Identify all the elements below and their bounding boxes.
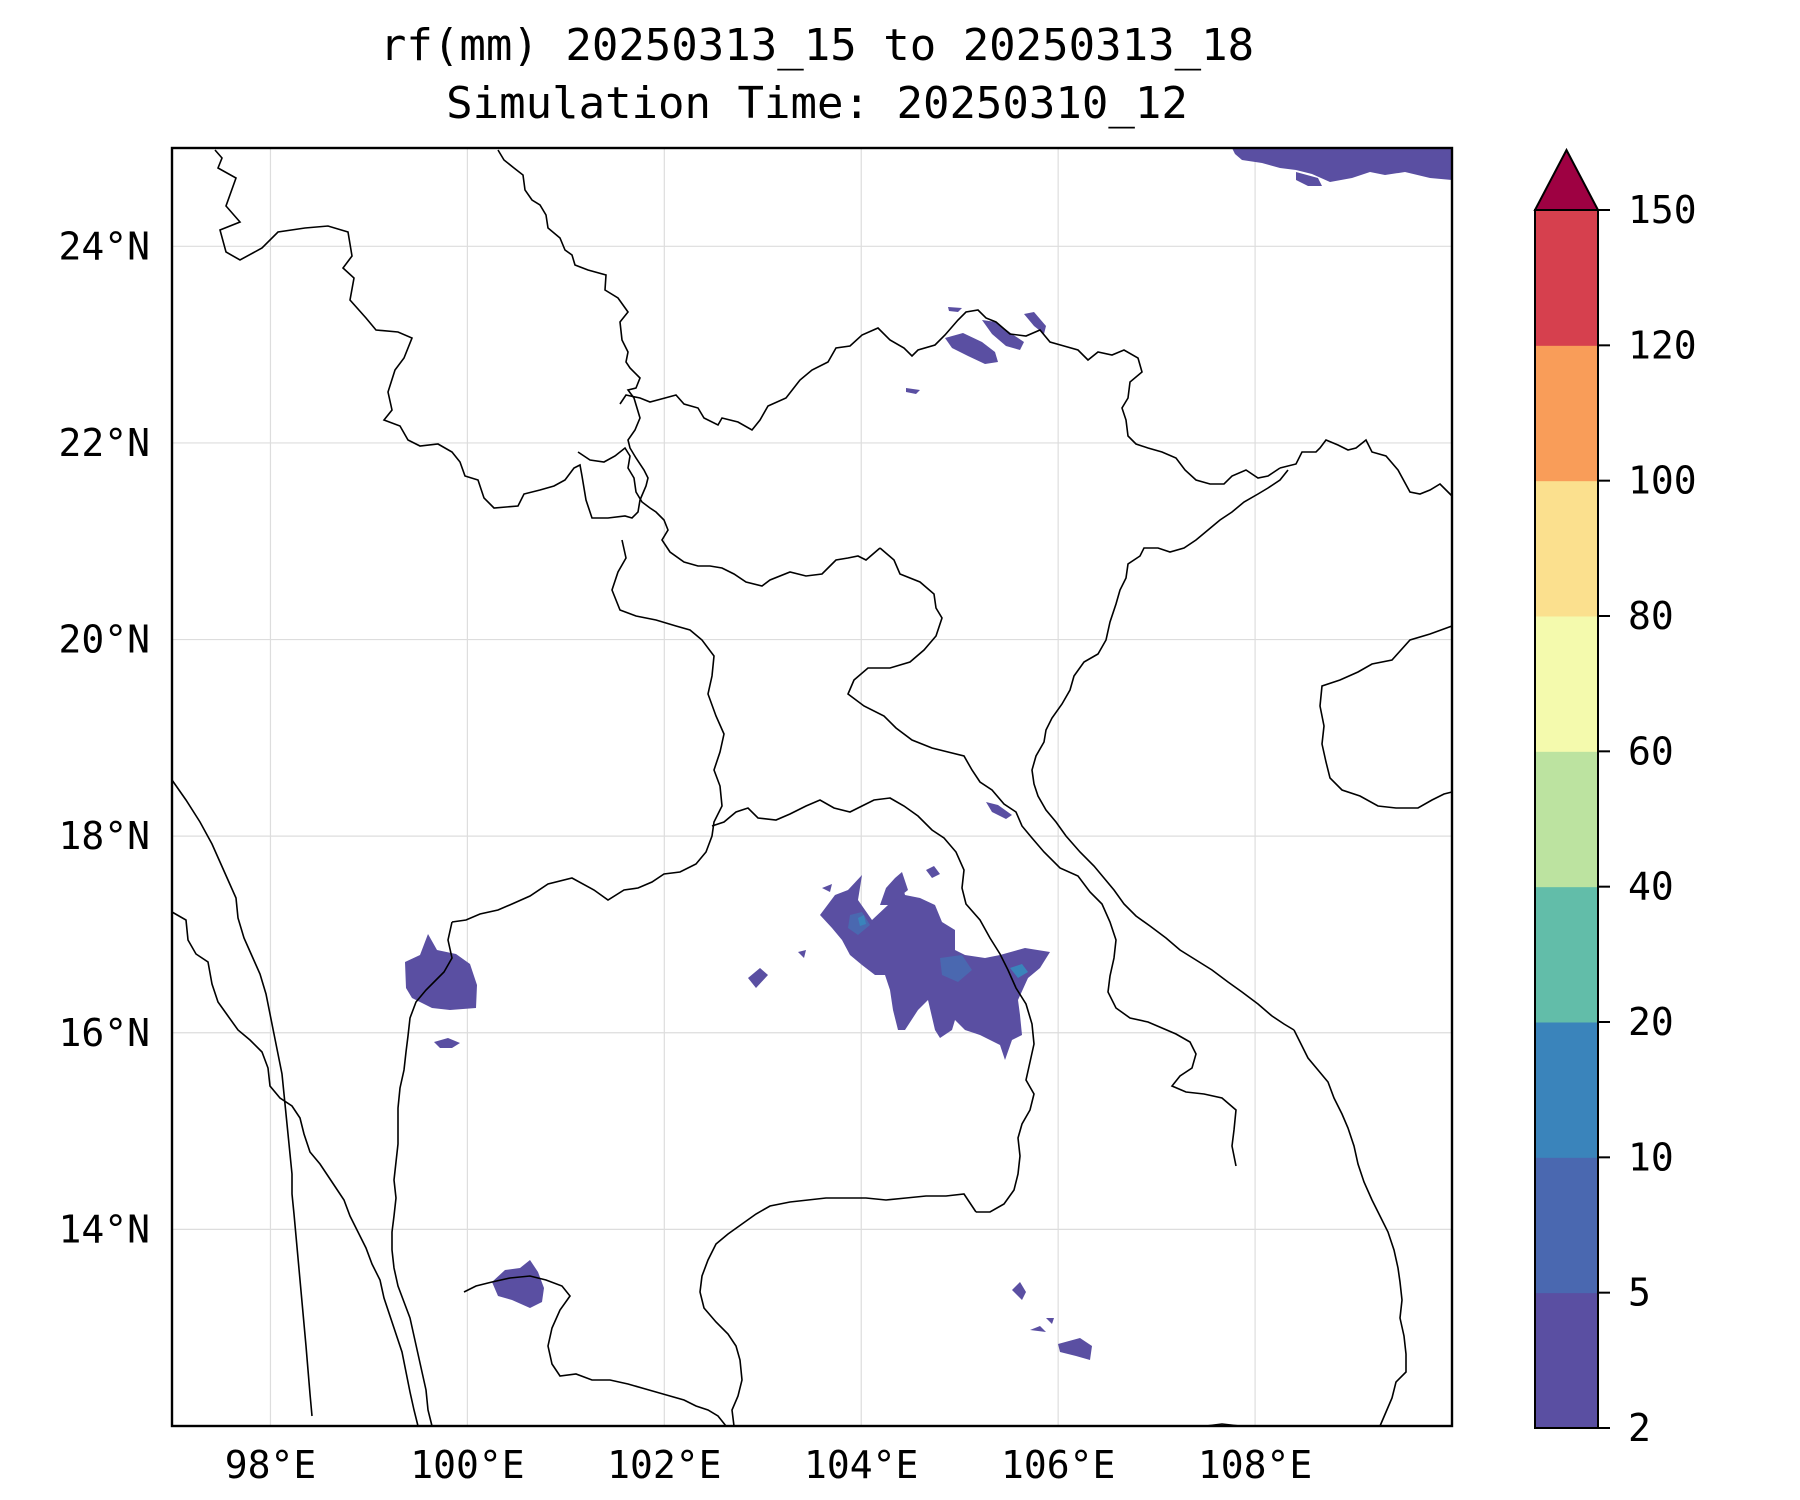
- coast-cambodia-west: [699, 1193, 977, 1427]
- rain-patch-laos-small-c: [926, 866, 940, 878]
- coast-andaman: [171, 779, 313, 1417]
- rain-patch-cambodia-4: [1046, 1318, 1054, 1324]
- colorbar-segment-5-10: [1535, 1157, 1598, 1294]
- rain-patch-central-vietnam: [986, 802, 1012, 819]
- map-panel: 98°E 100°E 102°E 104°E 106°E 108°E 14°N 16°N 18…: [58, 146, 1454, 1487]
- colorbar-segment-80-100: [1535, 480, 1598, 617]
- y-tick-label: 24°N: [58, 224, 150, 268]
- rain-patch-north-vietnam-1: [945, 333, 998, 364]
- colorbar-segment-40-60: [1535, 751, 1598, 888]
- border-laos-vietnam: [847, 547, 1237, 1167]
- coast-vietnam-north: [1031, 469, 1295, 1031]
- y-tick-label: 22°N: [58, 421, 150, 465]
- rain-patch-cambodia-2: [1058, 1338, 1092, 1360]
- border-china-vietnam: [619, 309, 1281, 485]
- rain-patch-laos-small-d: [822, 884, 832, 892]
- x-tick-label: 98°E: [225, 1443, 317, 1487]
- border-myanmar-west: [171, 911, 419, 1427]
- map-frame: [170, 146, 1454, 1428]
- colorbar-label: 5: [1628, 1271, 1651, 1315]
- border-thailand-laos: [451, 539, 725, 923]
- rain-patch-north-vietnam-4: [906, 388, 920, 394]
- coast-tonkin-gulf: [1279, 438, 1453, 497]
- rain-patch-cambodia-1: [1012, 1282, 1026, 1300]
- colorbar-segment-2-5: [1535, 1292, 1598, 1429]
- coast-hainan: [1319, 625, 1453, 809]
- x-axis-tick-labels: 98°E 100°E 102°E 104°E 106°E 108°E: [225, 1443, 1313, 1487]
- x-tick-label: 102°E: [607, 1443, 721, 1487]
- colorbar-segment-120-150: [1535, 210, 1598, 346]
- rain-patch-laos-heavy: [1010, 964, 1028, 978]
- x-tick-label: 104°E: [804, 1443, 918, 1487]
- rain-patch-cambodia-3: [1030, 1326, 1046, 1332]
- rain-patch-laos-heavy-2: [858, 915, 866, 926]
- rain-patch-west-thailand: [405, 934, 477, 1010]
- rain-patch-north-vietnam-2: [982, 320, 1024, 350]
- coast-vietnam-central: [1293, 1029, 1407, 1427]
- coast-gulf-thailand: [463, 1275, 727, 1427]
- rain-patch-laos-small-a: [748, 968, 768, 988]
- rain-patch-laos-small-b: [798, 950, 806, 958]
- border-laos-china: [577, 446, 881, 587]
- rain-patch-north-vietnam-3: [1024, 312, 1046, 334]
- y-tick-label: 16°N: [58, 1011, 150, 1055]
- y-tick-label: 20°N: [58, 618, 150, 662]
- colorbar-label: 40: [1628, 865, 1674, 909]
- map-title-line1: rf(mm) 20250313_15 to 20250313_18: [380, 20, 1254, 71]
- gridlines: [172, 148, 1452, 1426]
- y-axis-tick-labels: 14°N 16°N 18°N 20°N 22°N 24°N: [58, 224, 150, 1251]
- border-thailand-myanmar: [391, 921, 453, 1427]
- rain-patch-bangkok: [492, 1260, 544, 1308]
- coastlines-and-borders: [171, 149, 1453, 1427]
- colorbar-frame: [1534, 209, 1599, 1429]
- colorbar-extend-arrow: [1533, 147, 1600, 211]
- colorbar-label: 2: [1628, 1406, 1651, 1450]
- colorbar-segment-10-20: [1535, 1022, 1598, 1158]
- rain-patch-central-laos-north: [880, 872, 908, 905]
- colorbar-label: 10: [1628, 1135, 1674, 1179]
- rain-patch-laos-moderate-2: [940, 955, 972, 982]
- colorbar-label: 120: [1628, 323, 1697, 367]
- y-tick-label: 14°N: [58, 1207, 150, 1251]
- colorbar-label: 60: [1628, 729, 1674, 773]
- colorbar-segment-100-120: [1535, 345, 1598, 482]
- colorbar-label: 100: [1628, 459, 1697, 503]
- x-tick-label: 108°E: [1198, 1443, 1312, 1487]
- rainfall-patches: [405, 148, 1452, 1360]
- colorbar-label: 150: [1628, 188, 1697, 232]
- colorbar-label: 80: [1628, 594, 1674, 638]
- border-myanmar-china: [214, 149, 649, 519]
- rain-patch-west-thailand-small: [434, 1038, 460, 1048]
- border-laos-thailand-mekong: [711, 797, 1035, 1213]
- rain-patch-south-china: [1232, 148, 1452, 182]
- map-title-line2: Simulation Time: 20250310_12: [446, 78, 1188, 129]
- y-tick-label: 18°N: [58, 814, 150, 858]
- rain-patch-central-laos: [820, 875, 1050, 1060]
- x-tick-label: 106°E: [1001, 1443, 1115, 1487]
- colorbar-label: 20: [1628, 1000, 1674, 1044]
- rain-patch-north-vietnam-5: [948, 307, 962, 312]
- colorbar: 2 5 10 20 40 60 80 100 120 150: [1533, 147, 1697, 1450]
- colorbar-segment-20-40: [1535, 886, 1598, 1023]
- x-tick-label: 100°E: [410, 1443, 524, 1487]
- rain-patch-south-china-small: [1296, 172, 1322, 186]
- map-background: [172, 148, 1452, 1426]
- colorbar-segment-60-80: [1535, 616, 1598, 752]
